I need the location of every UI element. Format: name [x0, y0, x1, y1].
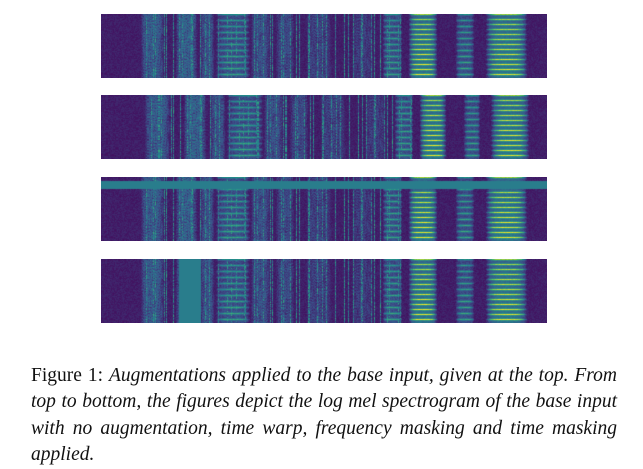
spectrogram-canvas	[101, 95, 547, 159]
spectrogram-canvas	[101, 14, 547, 78]
spectrogram-figure	[101, 14, 547, 323]
spectrogram-time-masking	[101, 259, 547, 323]
spectrogram-canvas	[101, 259, 547, 323]
caption-text: Augmentations applied to the base input,…	[31, 364, 618, 466]
figure-caption: Figure 1: Augmentations applied to the b…	[31, 363, 617, 469]
spectrogram-frequency-masking	[101, 177, 547, 241]
spectrogram-base-input	[101, 14, 547, 78]
spectrogram-canvas	[101, 177, 547, 241]
spectrogram-time-warp	[101, 95, 547, 159]
figure-label: Figure 1:	[31, 364, 104, 386]
